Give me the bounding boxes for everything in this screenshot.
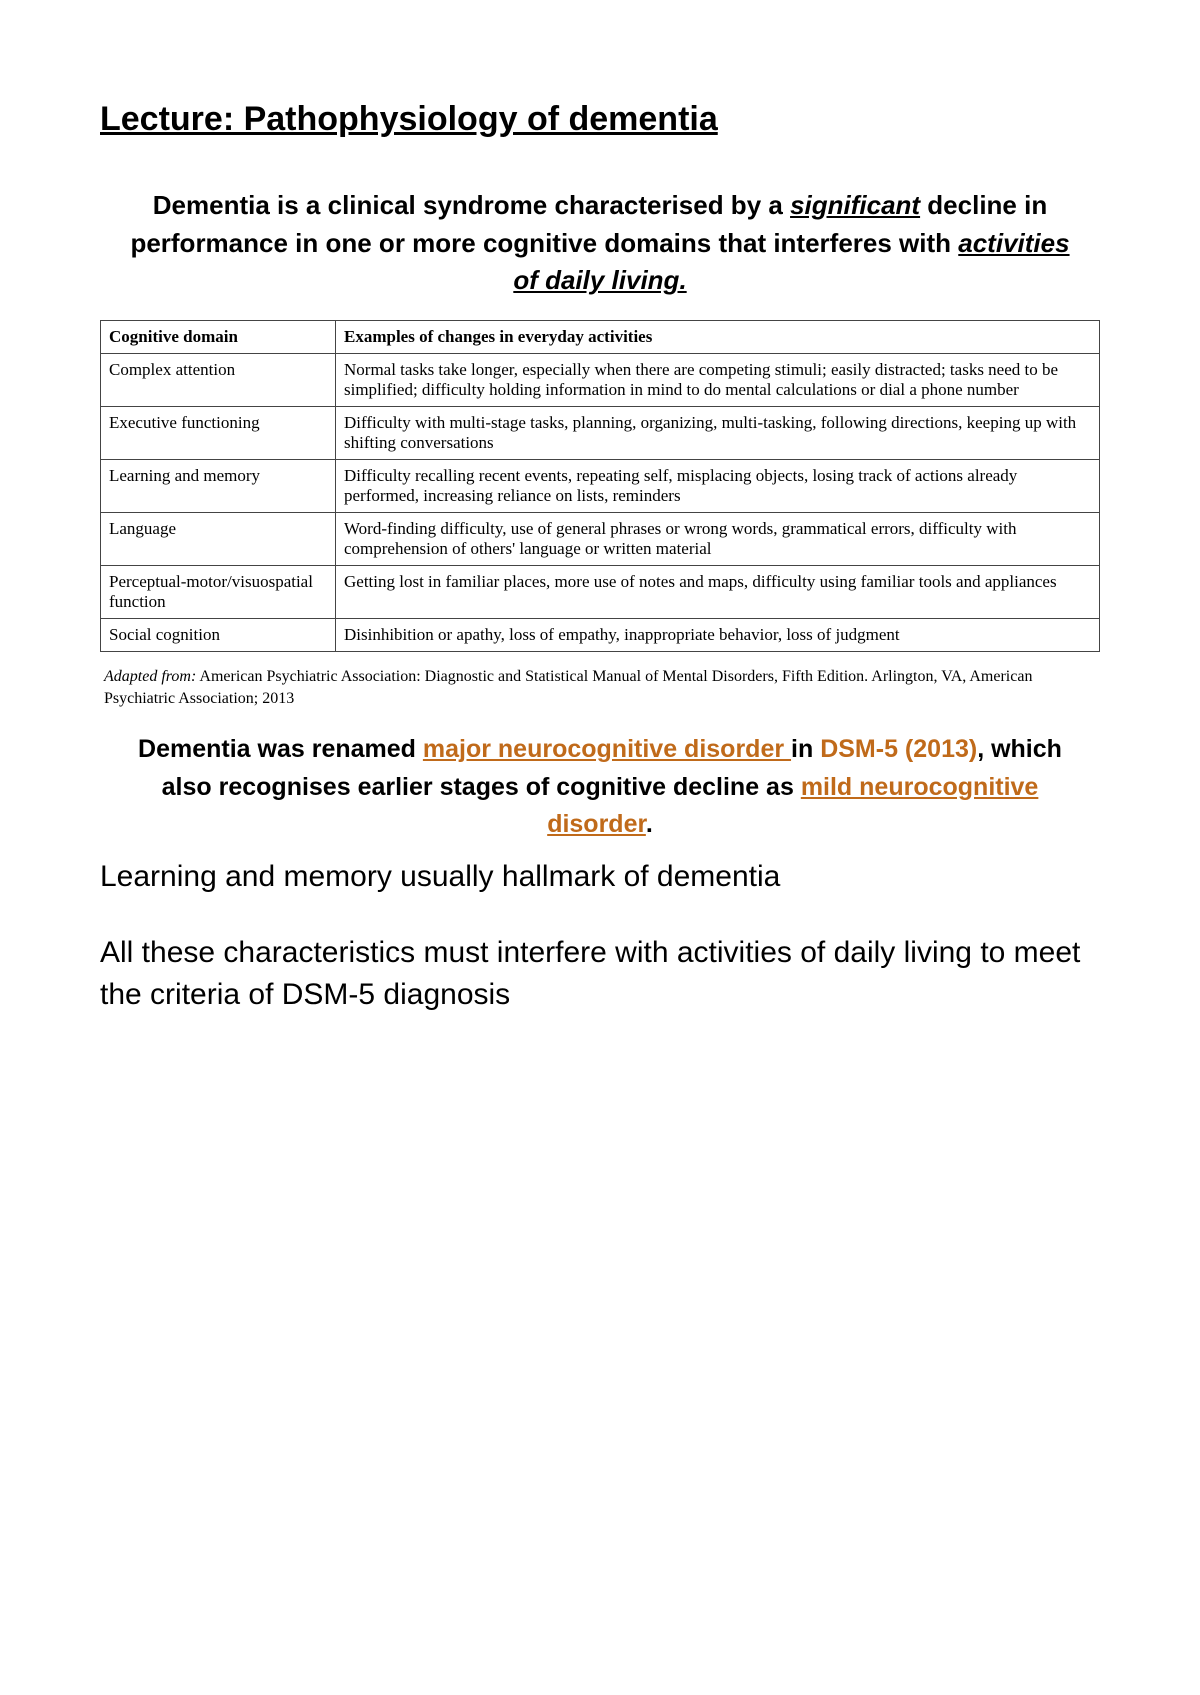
table-caption: Adapted from: American Psychiatric Assoc…: [104, 666, 1096, 709]
body-paragraph-1: Learning and memory usually hallmark of …: [100, 856, 1100, 898]
definition-emphasis-significant: significant: [790, 190, 920, 220]
definition-paragraph: Dementia is a clinical syndrome characte…: [120, 187, 1080, 300]
caption-adapted-label: Adapted from:: [104, 668, 196, 685]
table-cell-domain: Language: [101, 513, 336, 566]
table-cell-examples: Normal tasks take longer, especially whe…: [336, 354, 1100, 407]
renamed-link-major: major neurocognitive disorder: [423, 735, 791, 763]
table-cell-domain: Complex attention: [101, 354, 336, 407]
table-cell-domain: Executive functioning: [101, 407, 336, 460]
table-cell-examples: Difficulty recalling recent events, repe…: [336, 460, 1100, 513]
renamed-text-2: in: [791, 735, 820, 763]
table-row: Complex attention Normal tasks take long…: [101, 354, 1100, 407]
caption-source: American Psychiatric Association: Diagno…: [104, 668, 1032, 707]
table-row: Learning and memory Difficulty recalling…: [101, 460, 1100, 513]
document-page: Lecture: Pathophysiology of dementia Dem…: [0, 0, 1200, 1130]
table-row: Language Word-finding difficulty, use of…: [101, 513, 1100, 566]
renamed-dsm5: DSM-5 (2013): [820, 735, 977, 763]
table-header-domain: Cognitive domain: [101, 321, 336, 354]
cognitive-domains-table: Cognitive domain Examples of changes in …: [100, 320, 1100, 652]
table-cell-domain: Perceptual-motor/visuospatial function: [101, 566, 336, 619]
renamed-paragraph: Dementia was renamed major neurocognitiv…: [120, 731, 1080, 844]
table-row: Social cognition Disinhibition or apathy…: [101, 619, 1100, 652]
table-header-examples: Examples of changes in everyday activiti…: [336, 321, 1100, 354]
renamed-text-1: Dementia was renamed: [138, 735, 423, 763]
page-title: Lecture: Pathophysiology of dementia: [100, 100, 1100, 139]
table-row: Executive functioning Difficulty with mu…: [101, 407, 1100, 460]
table-cell-examples: Difficulty with multi-stage tasks, plann…: [336, 407, 1100, 460]
body-paragraph-2: All these characteristics must interfere…: [100, 932, 1100, 1016]
table-header-row: Cognitive domain Examples of changes in …: [101, 321, 1100, 354]
table-cell-domain: Learning and memory: [101, 460, 336, 513]
table-cell-examples: Word-finding difficulty, use of general …: [336, 513, 1100, 566]
definition-text-pre: Dementia is a clinical syndrome characte…: [153, 190, 790, 220]
table-cell-examples: Getting lost in familiar places, more us…: [336, 566, 1100, 619]
table-row: Perceptual-motor/visuospatial function G…: [101, 566, 1100, 619]
table-cell-examples: Disinhibition or apathy, loss of empathy…: [336, 619, 1100, 652]
renamed-text-4: .: [646, 810, 653, 838]
table-cell-domain: Social cognition: [101, 619, 336, 652]
body-text-block: Learning and memory usually hallmark of …: [100, 856, 1100, 1016]
